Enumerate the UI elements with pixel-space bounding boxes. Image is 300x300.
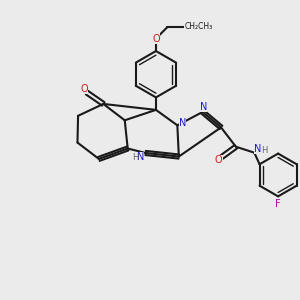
Text: CH₂CH₃: CH₂CH₃	[184, 22, 212, 31]
Text: N: N	[200, 102, 207, 112]
Text: N: N	[179, 118, 186, 128]
Text: H: H	[261, 146, 267, 155]
Text: F: F	[275, 199, 281, 209]
Text: H: H	[132, 153, 138, 162]
Text: O: O	[215, 155, 223, 165]
Text: O: O	[152, 34, 160, 44]
Text: O: O	[80, 84, 88, 94]
Text: N: N	[254, 144, 262, 154]
Text: N: N	[136, 152, 144, 162]
